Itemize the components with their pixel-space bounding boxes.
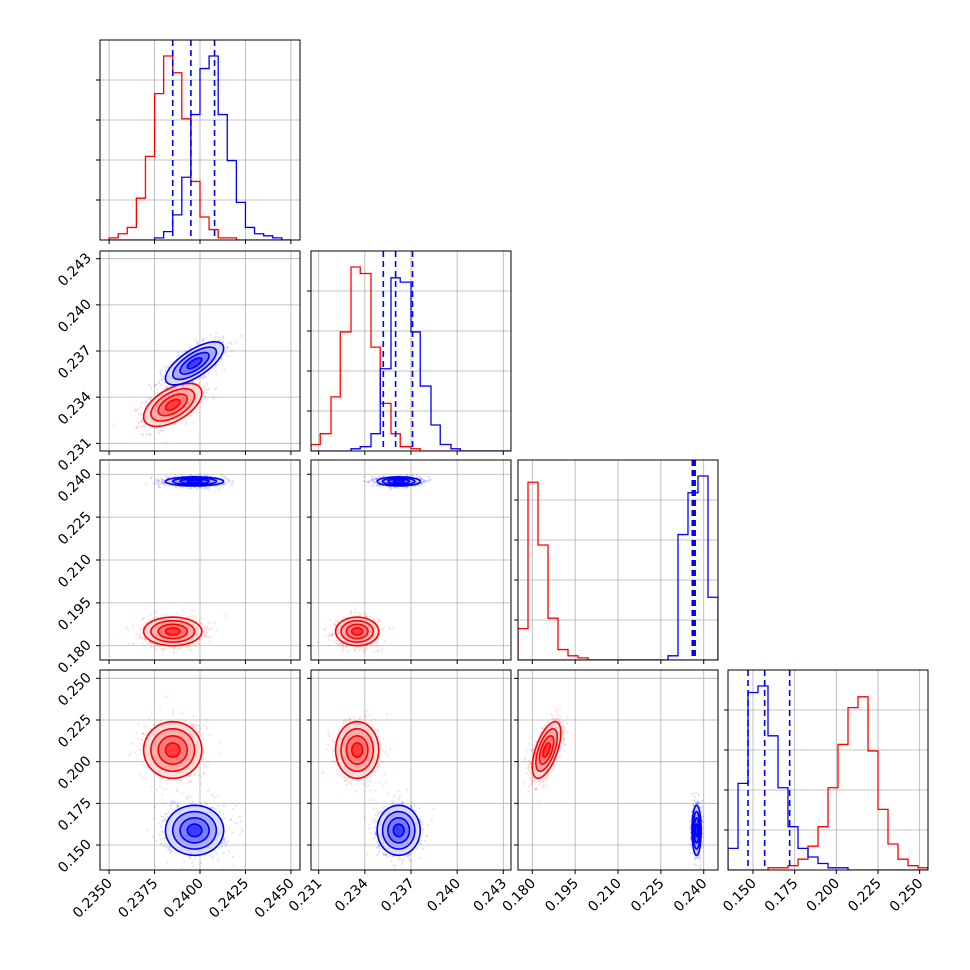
y-tick-label: 0.150	[55, 837, 95, 877]
contour-series-0	[142, 720, 203, 780]
x-tick-label: 0.150	[720, 876, 760, 916]
x-tick-label: 0.225	[628, 876, 668, 916]
histogram-panel-1	[307, 250, 512, 455]
x-tick-label: 0.200	[803, 876, 843, 916]
x-tick-label: 0.195	[542, 876, 582, 916]
y-tick-label: 0.200	[55, 753, 95, 793]
x-tick-label: 0.250	[887, 876, 927, 916]
y-tick-label: 0.225	[55, 509, 95, 549]
contour-series-1	[691, 804, 702, 857]
histogram-series-1	[728, 685, 928, 870]
histogram-series-0	[728, 696, 928, 870]
x-tick-label: 0.237	[378, 876, 418, 916]
contour-series-1	[164, 476, 225, 487]
scatter-panel-1-0: 0.231 0.234 0.237 0.240 0.243	[55, 250, 301, 475]
histogram-series-0	[311, 266, 511, 451]
contour-series-1	[376, 804, 422, 857]
histogram-panel-0	[96, 39, 301, 244]
x-tick-label: 0.2400	[161, 876, 207, 922]
x-tick-label: 0.234	[332, 875, 372, 915]
contour-series-0	[334, 720, 380, 780]
x-tick-label: 0.240	[671, 876, 711, 916]
x-tick-label: 0.2425	[206, 876, 252, 922]
contour-series-0	[142, 382, 203, 428]
y-tick-label: 0.243	[55, 250, 95, 290]
contour-series-1	[164, 804, 225, 857]
y-tick-label: 0.180	[55, 637, 95, 677]
x-tick-label: 0.2350	[70, 876, 116, 922]
contour-series-0	[334, 616, 380, 647]
x-tick-label: 0.180	[499, 876, 539, 916]
scatter-panel-3-1: 0.231 0.234 0.237 0.240 0.243	[286, 669, 512, 916]
histogram-panel-3: 0.150 0.175 0.200 0.225 0.250	[720, 669, 929, 916]
y-tick-label: 0.240	[55, 296, 95, 336]
y-tick-label: 0.210	[55, 552, 95, 592]
y-tick-label: 0.234	[55, 389, 95, 429]
contour-series-1	[164, 340, 225, 386]
histogram-series-0	[518, 481, 718, 660]
y-tick-label: 0.231	[55, 435, 95, 475]
scatter-panel-2-1	[307, 459, 512, 664]
y-tick-label: 0.237	[55, 343, 95, 383]
histogram-series-1	[109, 55, 291, 240]
y-tick-label: 0.175	[55, 795, 95, 835]
x-tick-label: 0.175	[762, 876, 802, 916]
contour-series-1	[376, 476, 422, 487]
x-tick-label: 0.240	[424, 876, 464, 916]
y-tick-label: 0.240	[55, 466, 95, 506]
histogram-series-0	[108, 55, 291, 240]
y-tick-label: 0.225	[55, 712, 95, 752]
x-tick-label: 0.225	[845, 876, 885, 916]
contour-series-0	[142, 616, 203, 647]
histogram-series-1	[518, 475, 718, 660]
y-tick-label: 0.250	[55, 670, 95, 710]
histogram-series-1	[311, 277, 511, 451]
histogram-panel-2	[514, 459, 719, 664]
x-tick-label: 0.2375	[115, 876, 161, 922]
y-tick-label: 0.195	[55, 594, 95, 634]
scatter-panel-3-2: 0.180 0.195 0.210 0.225 0.240	[499, 669, 719, 916]
x-tick-label: 0.210	[585, 876, 625, 916]
contour-series-0	[531, 720, 562, 780]
